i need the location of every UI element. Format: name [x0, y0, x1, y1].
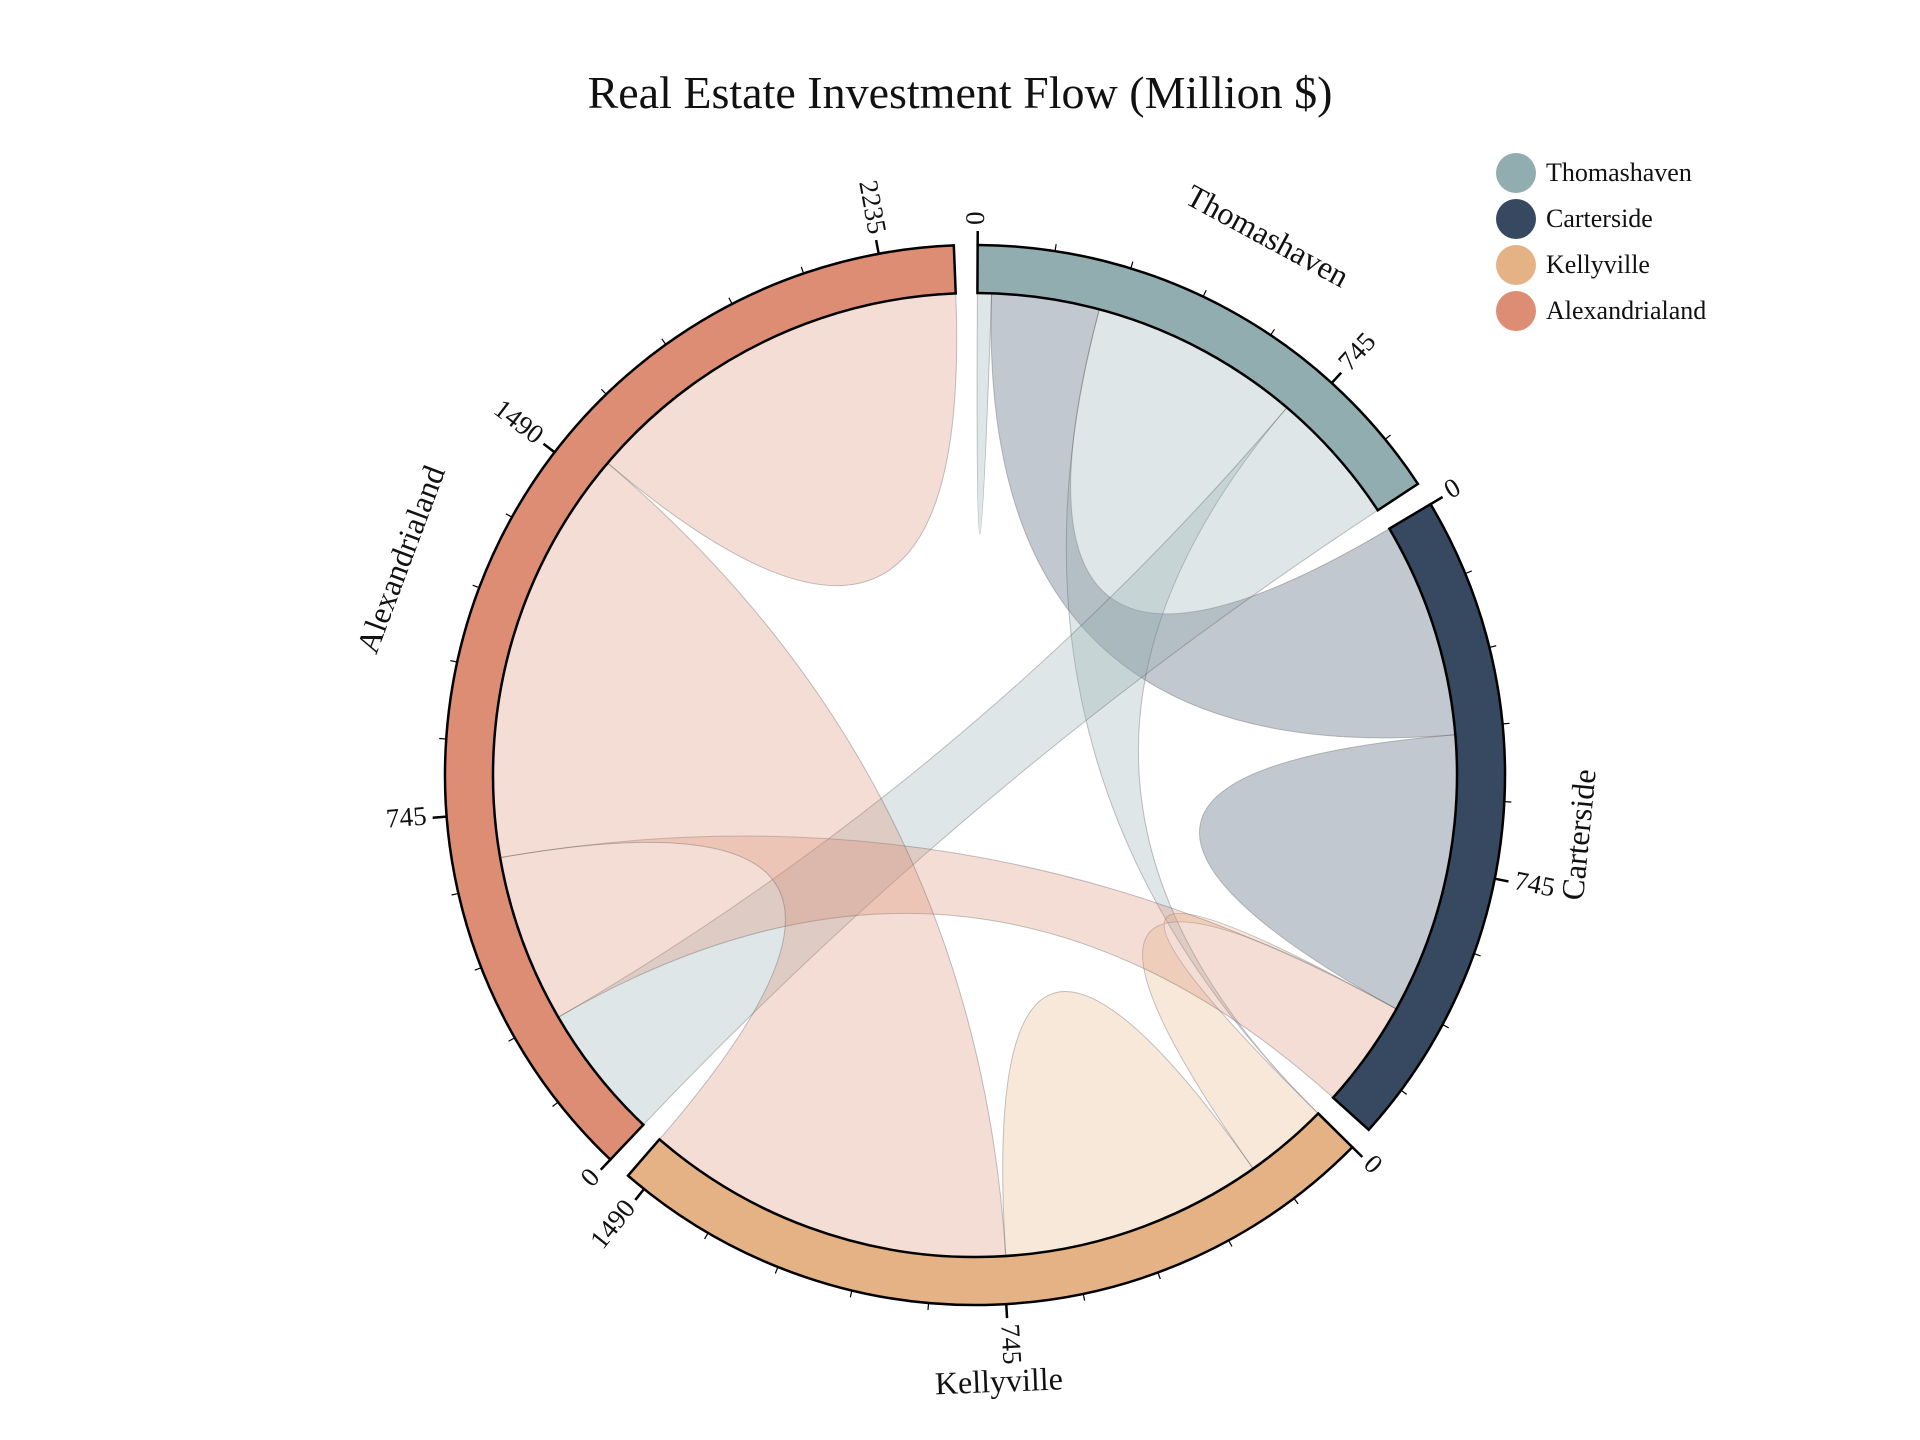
- tick-label: 1490: [584, 1193, 641, 1254]
- chart-title: Real Estate Investment Flow (Million $): [587, 67, 1333, 118]
- major-tick: [1004, 1304, 1009, 1319]
- legend-swatch-alexandrialand: [1496, 291, 1536, 331]
- minor-tick: [774, 1266, 779, 1274]
- minor-tick: [450, 660, 458, 663]
- group-arc-kellyville: [626, 1111, 1355, 1307]
- minor-tick: [1473, 952, 1481, 957]
- minor-tick: [1202, 290, 1207, 297]
- legend-item-thomashaven[interactable]: Thomashaven: [1496, 150, 1706, 196]
- minor-tick: [1054, 244, 1057, 252]
- major-tick: [1351, 1146, 1364, 1158]
- tick-label: 745: [385, 800, 428, 833]
- minor-tick: [1228, 1240, 1233, 1247]
- legend-swatch-kellyville: [1496, 245, 1536, 285]
- minor-tick: [508, 1037, 516, 1042]
- minor-tick: [472, 584, 480, 589]
- minor-tick: [1384, 434, 1391, 440]
- tick-label: 0: [1358, 1149, 1389, 1180]
- minor-tick: [451, 892, 459, 896]
- minor-tick: [1157, 1272, 1161, 1280]
- minor-tick: [1400, 1089, 1408, 1095]
- group-arc-alexandrialand: [443, 244, 958, 1162]
- minor-tick: [505, 513, 513, 518]
- major-tick: [874, 239, 880, 255]
- minor-tick: [661, 338, 667, 345]
- minor-tick: [1442, 1024, 1450, 1029]
- major-tick: [599, 1158, 612, 1171]
- ribbons: [492, 292, 1458, 1258]
- minor-tick: [800, 266, 805, 274]
- legend-label-kellyville: Kellyville: [1546, 250, 1650, 279]
- minor-tick: [552, 1101, 559, 1107]
- minor-tick: [1082, 1293, 1086, 1301]
- major-tick: [432, 815, 447, 819]
- group-label-carterside: Carterside: [1554, 767, 1603, 901]
- legend-item-carterside[interactable]: Carterside: [1496, 196, 1706, 242]
- tick-label: 2235: [853, 178, 892, 237]
- minor-tick: [1270, 328, 1276, 336]
- minor-tick: [1130, 261, 1134, 269]
- major-tick: [1494, 877, 1509, 883]
- minor-tick: [474, 967, 482, 971]
- minor-tick: [728, 297, 733, 305]
- major-tick: [1429, 495, 1444, 506]
- legend-label-alexandrialand: Alexandrialand: [1546, 296, 1707, 325]
- major-tick: [542, 442, 556, 454]
- legend-label-carterside: Carterside: [1546, 204, 1653, 233]
- legend-item-alexandrialand[interactable]: Alexandrialand: [1496, 288, 1706, 334]
- group-arc-thomashaven: [976, 243, 1420, 513]
- legend: Thomashaven Carterside Kellyville Alexan…: [1496, 150, 1706, 334]
- minor-tick: [600, 388, 607, 395]
- major-tick: [634, 1188, 646, 1201]
- legend-swatch-carterside: [1496, 199, 1536, 239]
- legend-item-kellyville[interactable]: Kellyville: [1496, 242, 1706, 288]
- legend-label-thomashaven: Thomashaven: [1546, 158, 1692, 187]
- minor-tick: [849, 1290, 853, 1298]
- legend-swatch-thomashaven: [1496, 153, 1536, 193]
- tick-label: 745: [1512, 865, 1558, 902]
- group-arc-carterside: [1331, 502, 1507, 1132]
- minor-tick: [1502, 722, 1510, 725]
- major-tick: [1330, 371, 1343, 384]
- group-label-alexandrialand: Alexandrialand: [349, 461, 452, 658]
- tick-label: 0: [574, 1162, 605, 1192]
- minor-tick: [1465, 570, 1472, 575]
- tick-label: 0: [1439, 472, 1466, 505]
- minor-tick: [1489, 645, 1497, 649]
- minor-tick: [704, 1232, 709, 1240]
- tick-label: 745: [1332, 326, 1381, 376]
- tick-label: 1490: [488, 393, 549, 450]
- ribbon-thomashaven-thomashaven: [976, 292, 993, 535]
- group-label-thomashaven: Thomashaven: [1180, 177, 1355, 294]
- minor-tick: [927, 1302, 930, 1310]
- tick-label: 745: [995, 1323, 1027, 1365]
- tick-label: 0: [960, 211, 990, 225]
- group-label-kellyville: Kellyville: [934, 1360, 1063, 1401]
- group-arcs: [443, 243, 1507, 1307]
- minor-tick: [1293, 1197, 1299, 1205]
